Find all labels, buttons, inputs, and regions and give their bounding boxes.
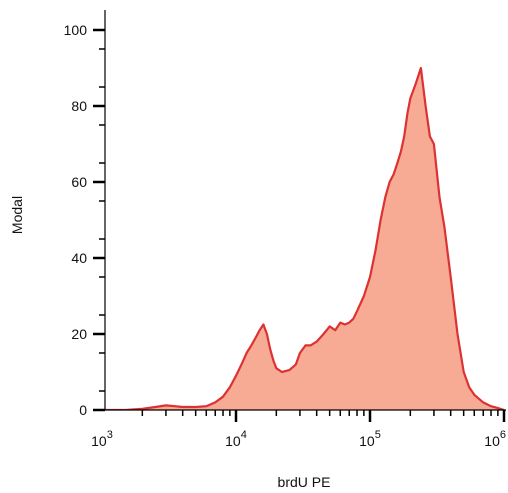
y-tick-label: 20 <box>71 326 87 342</box>
y-axis-title: Modal <box>9 196 25 234</box>
y-tick-label: 40 <box>71 250 87 266</box>
y-tick-label: 60 <box>71 174 87 190</box>
axes: 0 20 40 60 80 100 103 104 105 106 <box>64 10 506 449</box>
plot-area <box>105 66 505 410</box>
x-axis-title: brdU PE <box>278 474 331 490</box>
y-tick-label: 80 <box>71 98 87 114</box>
x-tick-label: 103 <box>91 429 113 449</box>
y-tick-label: 100 <box>64 22 88 38</box>
histogram-area <box>105 68 504 410</box>
histogram-line <box>105 66 505 410</box>
x-tick-label: 106 <box>484 429 506 449</box>
y-tick-label: 0 <box>79 402 87 418</box>
x-tick-label: 104 <box>225 429 247 449</box>
x-tick-label: 105 <box>359 429 381 449</box>
